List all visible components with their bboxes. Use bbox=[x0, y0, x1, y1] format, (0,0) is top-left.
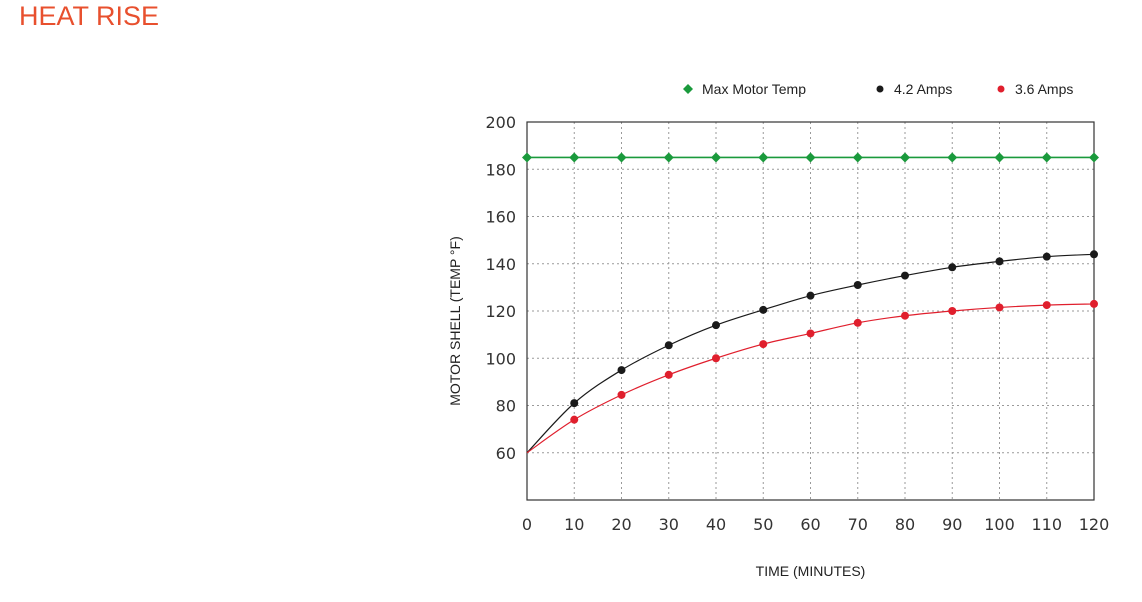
data-point-circle bbox=[712, 354, 720, 363]
data-point-circle bbox=[948, 263, 957, 272]
data-point-circle bbox=[1042, 301, 1051, 310]
data-point-circle bbox=[853, 318, 862, 327]
x-tick-label: 10 bbox=[564, 515, 584, 534]
x-tick-label: 40 bbox=[706, 515, 726, 534]
x-tick-label: 100 bbox=[984, 515, 1015, 534]
x-tick-label: 90 bbox=[942, 515, 962, 534]
legend-swatch-diamond bbox=[683, 84, 693, 94]
x-tick-label: 70 bbox=[848, 515, 868, 534]
legend-swatch-circle bbox=[876, 85, 884, 93]
y-tick-label: 120 bbox=[485, 302, 516, 321]
x-tick-label: 30 bbox=[659, 515, 679, 534]
x-tick-label: 20 bbox=[611, 515, 631, 534]
data-point-diamond bbox=[1089, 152, 1099, 163]
x-tick-label: 110 bbox=[1031, 515, 1062, 534]
x-tick-label: 50 bbox=[753, 515, 773, 534]
x-tick-label: 120 bbox=[1079, 515, 1110, 534]
data-point-circle bbox=[1090, 250, 1098, 259]
y-tick-label: 140 bbox=[485, 255, 516, 274]
y-tick-label: 100 bbox=[485, 349, 516, 368]
legend: Max Motor Temp 4.2 Amps 3.6 Amps bbox=[683, 81, 1073, 97]
data-point-circle bbox=[1042, 252, 1051, 261]
y-tick-labels: 60 80 100 120 140 160 180 200 bbox=[485, 113, 516, 463]
legend-label: 4.2 Amps bbox=[894, 81, 952, 97]
data-point-diamond bbox=[758, 152, 769, 163]
data-point-diamond bbox=[711, 152, 721, 163]
y-tick-label: 180 bbox=[485, 160, 516, 179]
data-point-circle bbox=[948, 307, 957, 315]
data-point-circle bbox=[759, 305, 768, 314]
data-point-circle bbox=[617, 366, 626, 375]
y-tick-label: 80 bbox=[496, 397, 516, 416]
data-point-circle bbox=[759, 340, 768, 349]
data-point-circle bbox=[1090, 299, 1098, 308]
data-point-circle bbox=[664, 370, 673, 379]
data-point-circle bbox=[995, 257, 1004, 266]
y-tick-label: 160 bbox=[485, 208, 516, 227]
data-point-circle bbox=[806, 329, 815, 338]
data-point-diamond bbox=[994, 152, 1005, 163]
data-point-diamond bbox=[900, 152, 910, 163]
data-point-circle bbox=[617, 390, 626, 399]
data-point-diamond bbox=[805, 152, 816, 163]
data-point-circle bbox=[901, 311, 909, 320]
series-markers bbox=[522, 152, 1099, 424]
data-point-circle bbox=[901, 271, 909, 280]
legend-label: Max Motor Temp bbox=[702, 81, 806, 97]
y-axis-title: MOTOR SHELL (TEMP °F) bbox=[447, 236, 463, 405]
data-point-circle bbox=[664, 341, 673, 350]
data-point-diamond bbox=[522, 152, 532, 163]
data-point-diamond bbox=[1041, 152, 1052, 163]
data-point-circle bbox=[806, 291, 815, 300]
x-axis-title: TIME (MINUTES) bbox=[756, 563, 866, 579]
x-tick-label: 0 bbox=[522, 515, 532, 534]
grid bbox=[527, 122, 1094, 500]
data-point-circle bbox=[570, 399, 579, 408]
x-tick-label: 60 bbox=[800, 515, 820, 534]
page-heading: HEAT RISE bbox=[19, 1, 160, 31]
y-tick-label: 200 bbox=[485, 113, 516, 132]
legend-swatch-circle bbox=[997, 85, 1005, 93]
data-point-diamond bbox=[663, 152, 674, 163]
data-point-diamond bbox=[947, 152, 958, 163]
legend-label: 3.6 Amps bbox=[1015, 81, 1073, 97]
y-tick-label: 60 bbox=[496, 444, 516, 463]
plot-frame bbox=[526, 121, 1095, 501]
x-tick-labels: 0 10 20 30 40 50 60 70 80 90 100 110 120 bbox=[522, 515, 1109, 534]
x-tick-label: 80 bbox=[895, 515, 915, 534]
data-point-circle bbox=[995, 303, 1004, 312]
data-point-diamond bbox=[569, 152, 580, 163]
data-point-circle bbox=[712, 321, 720, 330]
data-point-circle bbox=[570, 415, 579, 424]
data-point-diamond bbox=[852, 152, 863, 163]
data-point-circle bbox=[853, 281, 862, 290]
data-point-diamond bbox=[616, 152, 627, 163]
